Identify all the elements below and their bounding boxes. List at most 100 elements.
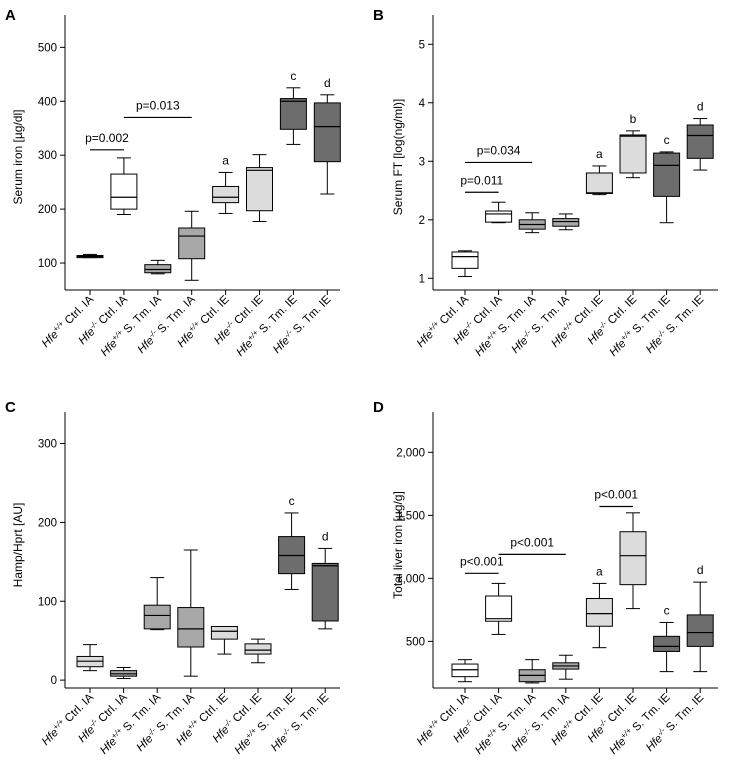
significance-letter: d bbox=[324, 76, 331, 90]
box-iqr bbox=[619, 134, 647, 174]
panel-letter: D bbox=[373, 399, 384, 416]
box-group bbox=[653, 621, 681, 673]
y-tick-label: 2,000 bbox=[396, 447, 425, 459]
group-label: Ctrl. IA bbox=[96, 691, 130, 725]
genotype-superscript: -/- bbox=[520, 726, 532, 738]
genotype-superscript: -/- bbox=[597, 319, 609, 331]
box-iqr bbox=[244, 643, 272, 655]
box-iqr bbox=[585, 598, 613, 627]
significance-letter: b bbox=[630, 112, 637, 126]
box-group bbox=[76, 253, 104, 259]
box-iqr bbox=[619, 531, 647, 586]
p-value-label: p<0.001 bbox=[594, 488, 638, 502]
box-iqr bbox=[686, 614, 714, 647]
y-axis-title: Serum FT [log(ng/ml)] bbox=[391, 99, 405, 215]
genotype-superscript: -/- bbox=[223, 319, 235, 331]
genotype-superscript: -/- bbox=[280, 726, 292, 738]
genotype-superscript: -/- bbox=[520, 328, 532, 340]
box-group bbox=[451, 250, 479, 278]
box-group bbox=[246, 154, 273, 223]
box-iqr bbox=[246, 167, 273, 212]
box-group bbox=[110, 666, 138, 680]
genotype-superscript: -/- bbox=[282, 328, 294, 340]
group-label: Ctrl. IE bbox=[606, 293, 640, 327]
box-iqr bbox=[210, 625, 238, 640]
box-iqr bbox=[686, 124, 714, 159]
box-group bbox=[76, 644, 104, 672]
genotype-superscript: -/- bbox=[145, 726, 157, 738]
x-category-label: Hfe+/+S. Tm. IE bbox=[233, 292, 300, 359]
box-iqr bbox=[212, 185, 240, 204]
group-label: S. Tm. IE bbox=[291, 293, 333, 335]
box-iqr bbox=[451, 251, 479, 269]
box-iqr bbox=[143, 604, 171, 630]
box-group bbox=[686, 581, 714, 673]
panel-letter: C bbox=[5, 399, 16, 416]
x-category-label: Hfe-/-S. Tm. IE bbox=[269, 292, 333, 356]
group-label: Ctrl. IE bbox=[232, 293, 266, 327]
significance-letter: c bbox=[289, 494, 295, 508]
genotype-superscript: -/- bbox=[87, 717, 99, 729]
box-iqr bbox=[485, 595, 513, 622]
x-category-label: Hfe+/+S. Tm. IA bbox=[97, 292, 164, 359]
box-group bbox=[552, 654, 580, 680]
group-label: S. Tm. IE bbox=[289, 691, 331, 733]
group-label: S. Tm. IE bbox=[664, 691, 706, 733]
box-iqr bbox=[552, 218, 580, 227]
group-label: S. Tm. IE bbox=[664, 293, 706, 335]
panel-d: D Total liver iron [µg/g] 500 1,000 1,500 2,0… bbox=[373, 399, 718, 757]
genotype-superscript: -/- bbox=[462, 319, 474, 331]
box-group bbox=[313, 94, 341, 195]
y-tick-label: 500 bbox=[406, 636, 425, 648]
panel-letter: A bbox=[5, 7, 16, 24]
significance-letter: a bbox=[596, 147, 603, 161]
x-category-label: Hfe-/-S. Tm. IE bbox=[642, 292, 706, 356]
panel-letter: B bbox=[373, 7, 384, 24]
box-group bbox=[585, 165, 613, 196]
genotype-superscript: -/- bbox=[87, 319, 99, 331]
box-group bbox=[653, 151, 681, 224]
box-iqr bbox=[110, 173, 138, 210]
significance-letter: a bbox=[596, 564, 603, 578]
box-group bbox=[278, 512, 306, 590]
group-label: Ctrl. IA bbox=[471, 293, 505, 327]
p-value-label: p=0.013 bbox=[136, 98, 180, 112]
genotype-superscript: -/- bbox=[146, 328, 158, 340]
box-group bbox=[619, 512, 647, 610]
significance-letter: c bbox=[664, 133, 670, 147]
box-iqr bbox=[178, 227, 206, 260]
y-tick-label: 0 bbox=[51, 675, 57, 687]
box-iqr bbox=[653, 152, 681, 197]
group-label: Ctrl. IE bbox=[606, 691, 640, 725]
box-group bbox=[585, 582, 613, 649]
box-group bbox=[177, 549, 205, 677]
box-group bbox=[485, 201, 513, 224]
box-group bbox=[686, 118, 714, 171]
box-group bbox=[110, 157, 138, 216]
y-tick-label: 5 bbox=[419, 39, 425, 51]
genotype-superscript: -/- bbox=[597, 717, 609, 729]
y-axis-title: Total liver iron [µg/g] bbox=[391, 491, 405, 599]
x-category-label: Hfe-/-S. Tm. IE bbox=[642, 690, 706, 754]
y-axis-title: Hamp/Hprt [AU] bbox=[11, 503, 25, 588]
box-group bbox=[451, 659, 479, 683]
y-tick-label: 3 bbox=[419, 156, 425, 168]
p-value-label: p<0.001 bbox=[510, 535, 554, 549]
panel-a: A Serum iron [µg/dl] 100 200 300 400 500 Hfe+/+… bbox=[5, 7, 341, 359]
box-iqr bbox=[451, 663, 479, 678]
genotype-superscript: -/- bbox=[655, 328, 667, 340]
box-group bbox=[311, 547, 339, 630]
y-tick-label: 1 bbox=[419, 273, 425, 285]
box-iqr bbox=[585, 172, 613, 194]
group-label: Ctrl. IE bbox=[231, 691, 265, 725]
x-category-label: Hfe-/-S. Tm. IE bbox=[267, 690, 331, 754]
genotype-superscript: -/- bbox=[655, 726, 667, 738]
y-tick-label: 400 bbox=[38, 96, 57, 108]
y-tick-label: 200 bbox=[38, 517, 57, 529]
genotype-superscript: -/- bbox=[462, 717, 474, 729]
group-label: Ctrl. IA bbox=[471, 691, 505, 725]
significance-letter: d bbox=[697, 100, 704, 114]
